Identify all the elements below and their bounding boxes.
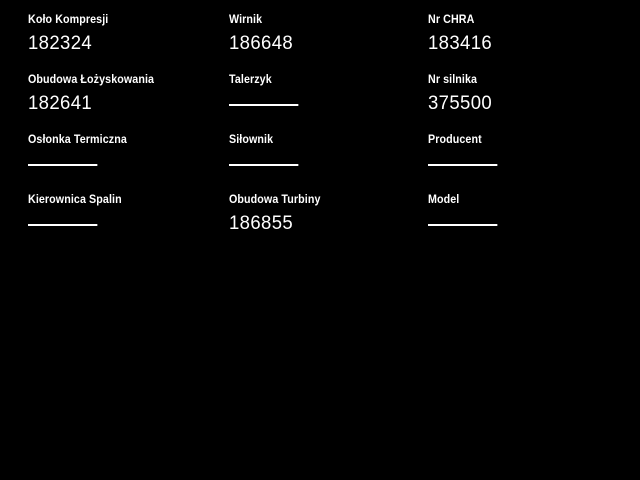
spec-label: Nr silnika	[428, 74, 478, 86]
spec-label: Koło Kompresji	[28, 14, 109, 26]
spec-value-empty	[428, 224, 629, 246]
spec-value-empty	[229, 164, 418, 186]
spec-value-empty	[28, 224, 219, 246]
spec-field-siłownik: Siłownik	[229, 134, 428, 194]
spec-value: 183416	[428, 32, 493, 54]
spec-field-nr-chra: Nr CHRA 183416	[428, 14, 640, 74]
spec-label: Obudowa Turbiny	[229, 194, 321, 206]
spec-field-model: Model	[428, 194, 640, 254]
spec-field-osłonka-termiczna: Osłonka Termiczna	[28, 134, 229, 194]
spec-field-koło-kompresji: Koło Kompresji 182324	[28, 14, 229, 74]
spec-value: 182324	[28, 32, 93, 54]
spec-field-producent: Producent	[428, 134, 640, 194]
spec-field-kierownica-spalin: Kierownica Spalin	[28, 194, 229, 254]
spec-value-empty	[428, 164, 629, 186]
spec-label: Talerzyk	[229, 74, 272, 86]
spec-field-nr-silnika: Nr silnika 375500	[428, 74, 640, 134]
spec-value: 186648	[229, 32, 294, 54]
spec-value-empty	[28, 164, 219, 186]
spec-value: 186855	[229, 212, 294, 234]
spec-field-obudowa-łożyskowania: Obudowa Łożyskowania 182641	[28, 74, 229, 134]
spec-value-empty	[229, 104, 418, 126]
spec-label: Obudowa Łożyskowania	[28, 74, 155, 86]
spec-label: Producent	[428, 134, 482, 146]
spec-label: Nr CHRA	[428, 14, 475, 26]
spec-field-wirnik: Wirnik 186648	[229, 14, 428, 74]
spec-label: Model	[428, 194, 460, 206]
spec-label: Siłownik	[229, 134, 274, 146]
spec-label: Osłonka Termiczna	[28, 134, 127, 146]
spec-grid: Koło Kompresji 182324 Wirnik 186648 Nr CHRA 1…	[0, 0, 640, 254]
spec-value: 182641	[28, 92, 93, 114]
spec-label: Kierownica Spalin	[28, 194, 122, 206]
spec-field-obudowa-turbiny: Obudowa Turbiny 186855	[229, 194, 428, 254]
spec-field-talerzyk: Talerzyk	[229, 74, 428, 134]
spec-label: Wirnik	[229, 14, 263, 26]
spec-value: 375500	[428, 92, 493, 114]
